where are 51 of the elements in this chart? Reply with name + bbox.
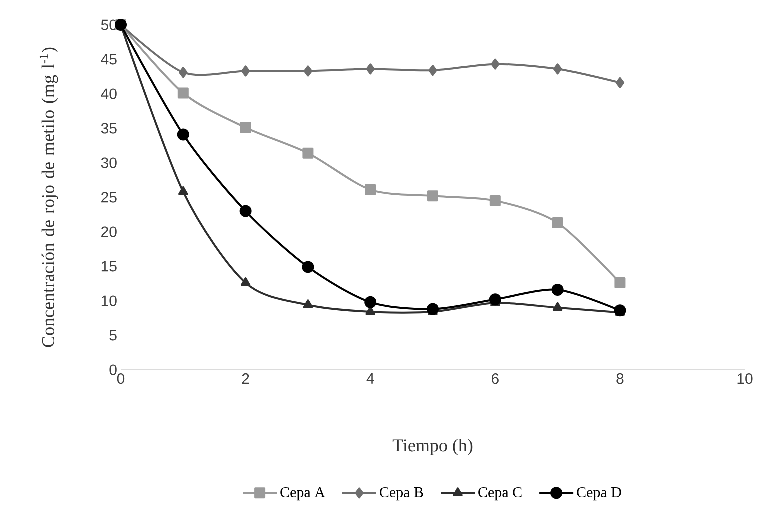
point [303, 300, 314, 308]
y-tick-label: 10 [102, 296, 117, 306]
legend-label: Cepa C [478, 487, 522, 501]
point [490, 195, 501, 206]
point [365, 184, 376, 196]
y-tick-label: 25 [102, 192, 117, 203]
legend-label: Cepa A [280, 487, 326, 501]
point [304, 66, 313, 77]
y-tick-label: 30 [101, 158, 117, 168]
point [241, 66, 250, 77]
legend-label: Cepa D [577, 487, 622, 501]
point [302, 261, 314, 274]
point [428, 65, 438, 76]
y-tick-label: 35 [101, 123, 117, 134]
point [177, 128, 190, 141]
point [364, 296, 377, 308]
point [179, 67, 188, 78]
point [552, 218, 564, 229]
point [552, 284, 564, 296]
point [614, 278, 626, 289]
x-tick-label: 6 [492, 374, 499, 384]
point [302, 148, 314, 159]
x-axis-title: Tiempo (h) [392, 439, 473, 456]
point [240, 278, 251, 286]
point [489, 294, 502, 306]
y-tick-label: 0 [110, 364, 117, 376]
point [240, 205, 252, 218]
y-tick-label: 20 [102, 226, 117, 238]
x-tick-label: 10 [738, 374, 753, 384]
y-axis-title: Concentración de rojo de metilo (mg l$^{-1}$) [40, 48, 58, 348]
y-tick-label: 15 [102, 261, 117, 272]
point [366, 64, 375, 75]
point [178, 88, 189, 99]
x-tick-label: 8 [616, 374, 624, 384]
point [552, 302, 563, 312]
point [427, 303, 440, 316]
point [553, 64, 562, 75]
x-tick-label: 0 [117, 374, 125, 384]
x-tick-label: 4 [366, 374, 374, 384]
point [614, 304, 626, 317]
x-tick-label: 2 [242, 374, 250, 384]
point [366, 306, 376, 316]
point [178, 186, 188, 196]
y-tick-label: 5 [110, 330, 117, 341]
point [240, 122, 252, 134]
point [428, 190, 439, 202]
point [616, 77, 625, 88]
point [491, 58, 500, 70]
legend-label: Cepa B [380, 487, 424, 501]
y-tick-label: 45 [101, 54, 117, 65]
y-tick-label: 40 [101, 88, 117, 100]
